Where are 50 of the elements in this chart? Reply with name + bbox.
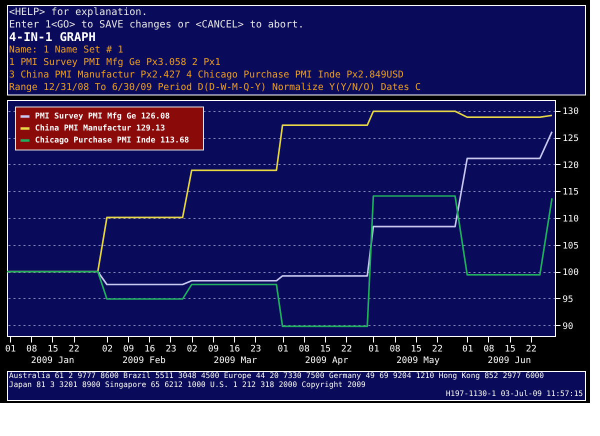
x-tick-label: 16 — [144, 344, 156, 354]
text: 2009 Apr — [304, 356, 349, 366]
line-series — [6, 195, 553, 328]
x-tick-label: 08 — [390, 344, 400, 354]
legend-label: Chicago Purchase PMI Inde 113.68 — [35, 136, 190, 144]
text: <HELP> for explanation. — [9, 7, 148, 18]
x-tick-label: 08 — [483, 344, 494, 354]
text: Name: 1 Name Set # 1 — [9, 44, 124, 56]
x-tick-label: 01 — [278, 344, 288, 354]
text: 2009 Mar — [214, 356, 258, 366]
text: 2009 Jun — [488, 356, 532, 366]
y-tick-label: 110 — [562, 214, 579, 224]
text: Range 12/31/08 To 6/30/09 Period D(D-W-M-Q-Y) Normalize Y(Y/N/O) Dates C — [9, 82, 421, 93]
x-tick-label: 22 — [341, 344, 352, 354]
x-tick-label: 01 — [462, 344, 474, 354]
x-tick-label: 15 — [320, 344, 331, 354]
text: 2009 Jan — [30, 356, 74, 366]
text: Enter 1<GO> to SAVE changes or <CANCEL> to abort. — [9, 20, 304, 30]
x-tick-label: 15 — [47, 344, 58, 354]
x-tick-label: 01 — [5, 344, 16, 354]
x-tick-label: 09 — [208, 344, 219, 354]
x-tick-label: 23 — [166, 344, 176, 354]
x-tick-label: 22 — [526, 344, 537, 354]
text: 3 China PMI Manufactur Px2.427 4 Chicago Purchase PMI Inde Px2.849USD — [9, 70, 404, 80]
x-tick-label: 08 — [26, 344, 38, 354]
legend-label: PMI Survey PMI Mfg Ge 126.08 — [35, 112, 170, 120]
y-tick-label: 120 — [562, 160, 579, 171]
x-tick-label: 22 — [68, 344, 80, 354]
y-tick-label: 115 — [562, 188, 579, 198]
x-tick-label: 16 — [229, 344, 240, 354]
y-tick-label: 95 — [562, 294, 574, 305]
text: 1 PMI Survey PMI Mfg Ge Px3.058 2 Px1 — [9, 57, 221, 68]
x-tick-label: 09 — [123, 344, 134, 354]
x-tick-label: 15 — [410, 344, 422, 354]
x-tick-label: 23 — [250, 344, 262, 354]
legend-label: China PMI Manufactur 129.13 — [35, 124, 166, 132]
x-tick-label: 02 — [186, 344, 198, 354]
chart-title: 4-IN-1 GRAPH — [9, 30, 96, 44]
x-tick-label: 01 — [368, 344, 380, 354]
y-tick-label: 105 — [562, 241, 579, 252]
y-tick-label: 130 — [562, 107, 579, 118]
text: 2009 Feb — [122, 356, 166, 366]
y-tick-label: 90 — [562, 322, 574, 332]
x-tick-label: 08 — [298, 344, 310, 354]
text: 2009 May — [396, 356, 440, 366]
x-tick-label: 02 — [102, 344, 113, 354]
x-tick-label: 22 — [432, 344, 443, 354]
x-tick-label: 15 — [504, 344, 516, 354]
y-tick-label: 100 — [562, 268, 579, 278]
y-tick-label: 125 — [562, 134, 579, 144]
